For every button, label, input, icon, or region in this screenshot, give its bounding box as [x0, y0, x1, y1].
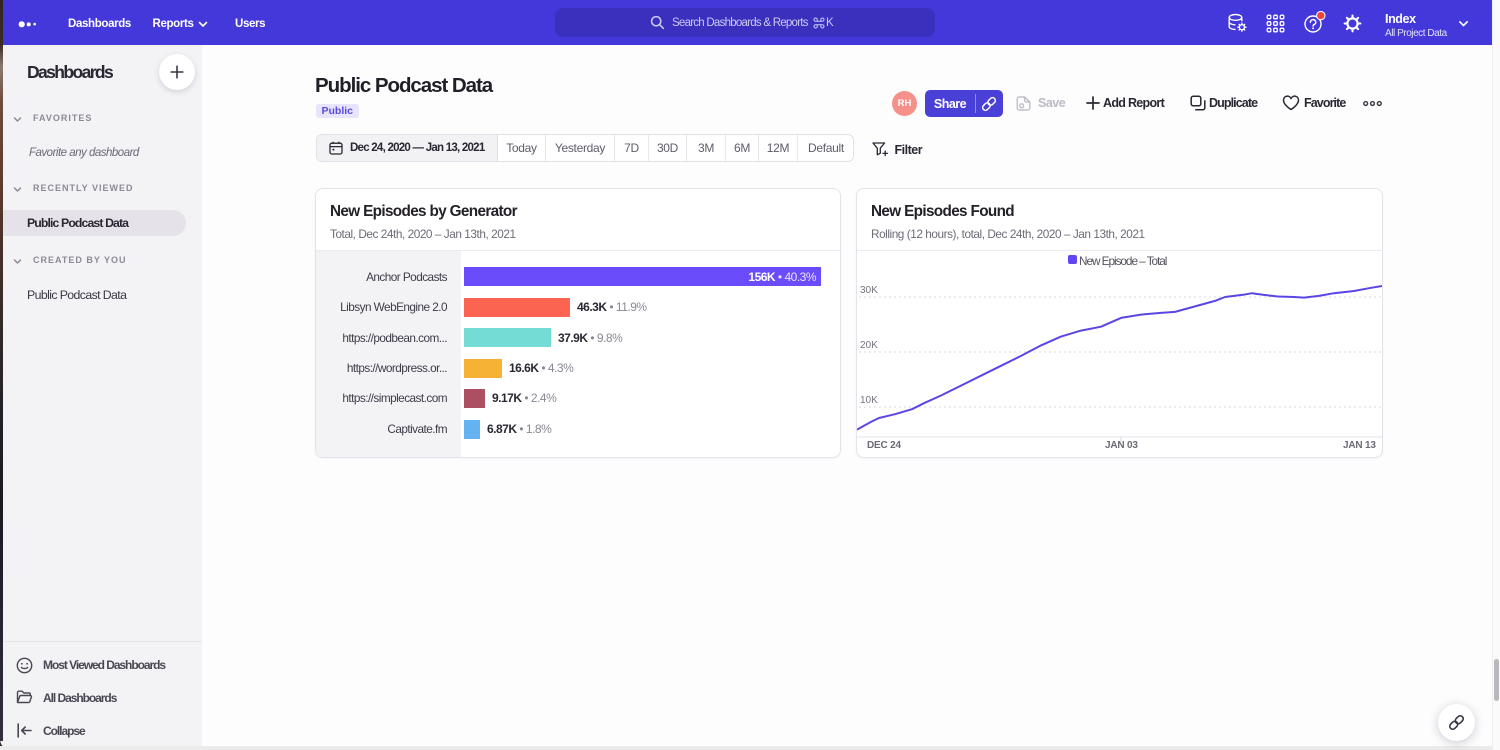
svg-text:10K: 10K — [860, 395, 878, 406]
svg-text:30K: 30K — [860, 285, 878, 296]
svg-text:20K: 20K — [860, 340, 878, 351]
